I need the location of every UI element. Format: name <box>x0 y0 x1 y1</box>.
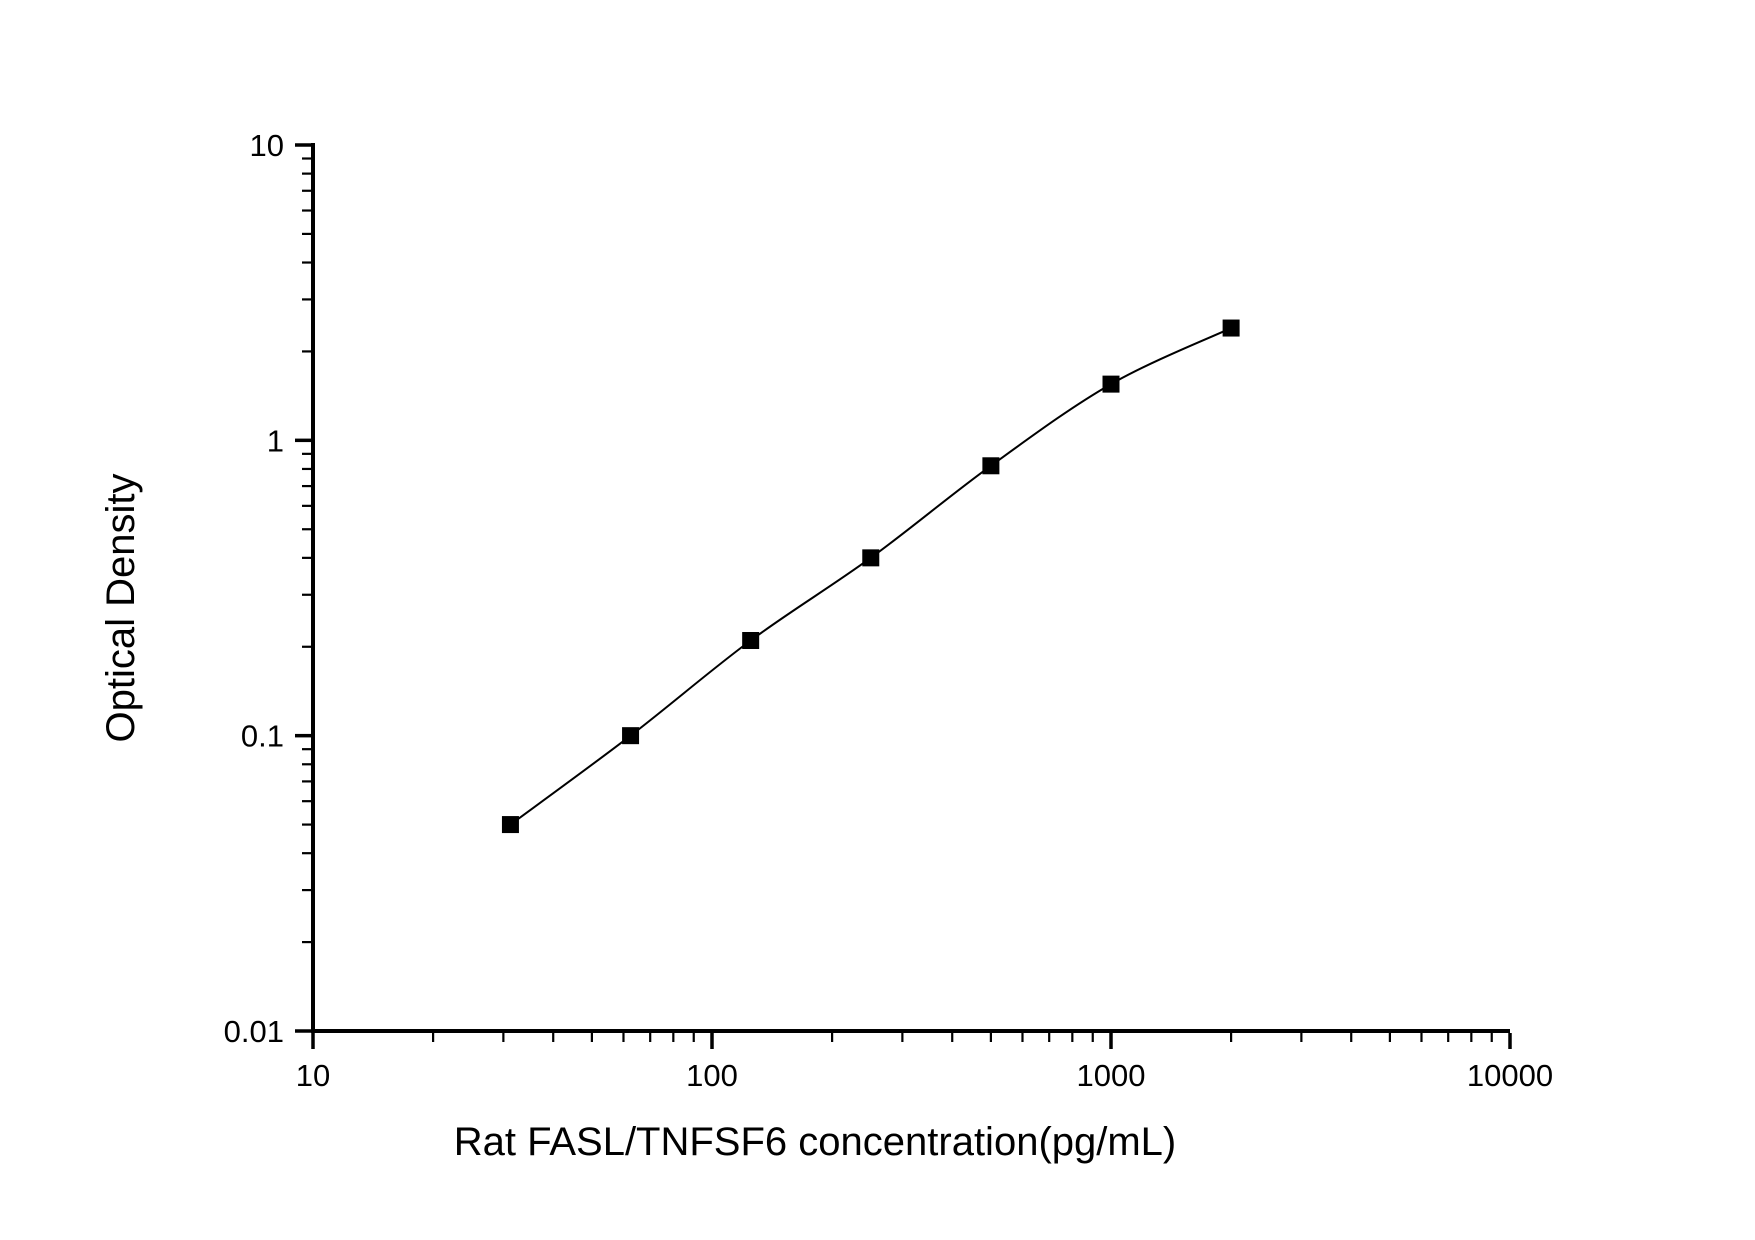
axis-ticks <box>295 143 1512 1049</box>
y-tick-label: 1 <box>267 423 284 458</box>
data-point-marker <box>1222 319 1240 337</box>
y-tick-label: 0.1 <box>241 719 284 754</box>
x-tick-label: 10 <box>296 1058 330 1093</box>
data-point-marker <box>982 457 1000 475</box>
axis-lines <box>311 143 1510 1033</box>
data-point-marker <box>501 816 519 834</box>
y-tick-label: 0.01 <box>224 1014 284 1049</box>
x-tick-label: 100 <box>686 1058 738 1093</box>
x-tick-label: 10000 <box>1467 1058 1553 1093</box>
data-point-marker <box>622 727 640 745</box>
axes <box>311 143 1510 1033</box>
data-point-marker <box>862 549 880 567</box>
y-tick-label: 10 <box>250 128 284 163</box>
standard-curve-line <box>509 327 1232 826</box>
y-axis-title: Optical Density <box>99 474 143 743</box>
x-axis-title: Rat FASL/TNFSF6 concentration(pg/mL) <box>454 1120 1177 1164</box>
x-tick-label: 1000 <box>1077 1058 1146 1093</box>
data-series <box>501 319 1240 834</box>
axis-tick-labels: 10 100 1000 10000 0.01 0.1 1 10 <box>224 128 1553 1093</box>
data-point-marker <box>742 632 760 650</box>
data-point-marker <box>1102 375 1120 393</box>
